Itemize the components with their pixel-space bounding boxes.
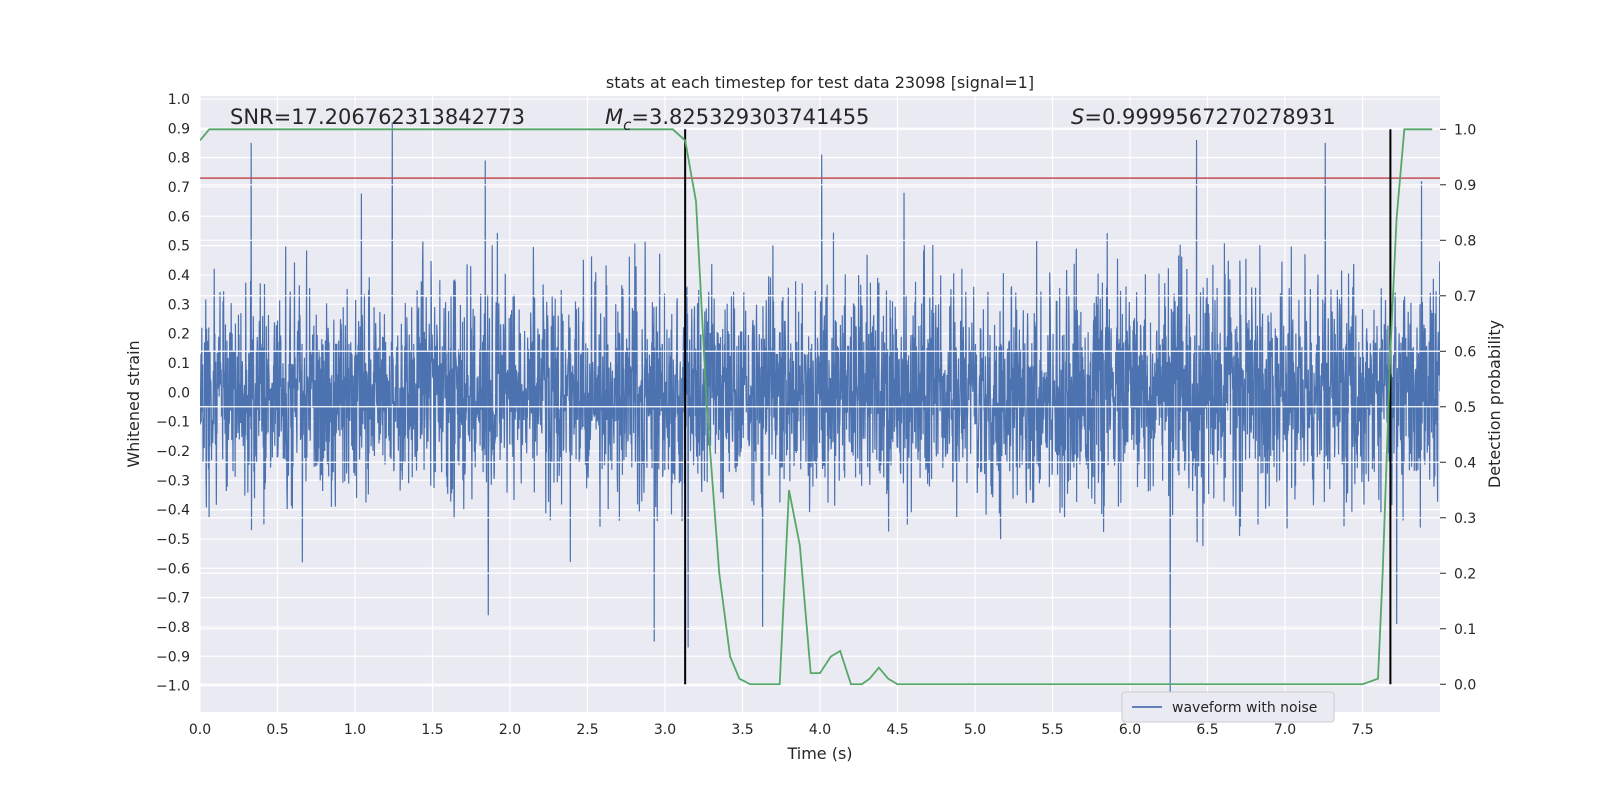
y-tick-label: 0.6	[168, 209, 190, 225]
y-tick-label: −0.7	[156, 591, 190, 607]
right-y-tick-label: 0.9	[1454, 178, 1476, 194]
x-tick-label: 5.0	[964, 722, 986, 738]
waveform-with-noise-series	[200, 122, 1440, 692]
right-y-tick-label: 0.0	[1454, 677, 1476, 693]
right-axis-gridlines	[200, 128, 1440, 685]
y-tick-label: −0.9	[156, 649, 190, 665]
right-y-axis-ticks: 1.0 0.9 0.8 0.7 0.6 0.5 0.4 0.3 0.2 0.1 0.0	[1440, 122, 1476, 693]
x-tick-label: 6.0	[1119, 722, 1141, 738]
right-y-tick-label: 0.5	[1454, 400, 1476, 416]
x-tick-label: 4.5	[886, 722, 908, 738]
x-axis-ticks: 0.0 0.5 1.0 1.5 2.0 2.5 3.0 3.5 4.0 4.5 5.0 5.5 6.0 6…	[189, 722, 1374, 738]
y-tick-label: 0.1	[168, 356, 190, 372]
y-tick-label: −1.0	[156, 679, 190, 695]
snr-annotation: SNR=17.206762313842773	[230, 105, 525, 129]
y-tick-label: 1.0	[168, 92, 190, 108]
x-tick-label: 6.5	[1196, 722, 1218, 738]
y-tick-label: 0.2	[168, 327, 190, 343]
y-axis-ticks: 1.0 0.9 0.8 0.7 0.6 0.5 0.4 0.3 0.2 0.1 0.0 −0.1 −0.…	[156, 92, 190, 695]
y-tick-label: 0.0	[168, 385, 190, 401]
right-y-tick-label: 0.1	[1454, 622, 1476, 638]
y-tick-label: 0.7	[168, 180, 190, 196]
y-axis-label: Whitened strain	[124, 340, 143, 467]
legend-waveform-label: waveform with noise	[1172, 700, 1317, 716]
chirp-mass-annotation: Mc=3.825329303741455	[605, 105, 869, 134]
y-tick-label: 0.8	[168, 151, 190, 167]
x-tick-label: 1.0	[344, 722, 366, 738]
x-tick-label: 2.5	[576, 722, 598, 738]
y-tick-label: −0.6	[156, 561, 190, 577]
x-tick-label: 0.0	[189, 722, 211, 738]
right-y-tick-label: 0.4	[1454, 455, 1476, 471]
right-y-tick-label: 0.6	[1454, 344, 1476, 360]
x-tick-label: 0.5	[266, 722, 288, 738]
detection-probability-series	[200, 128, 1433, 686]
x-tick-label: 7.0	[1274, 722, 1296, 738]
x-tick-label: 7.5	[1351, 722, 1373, 738]
mc-symbol: M	[605, 105, 623, 129]
x-tick-label: 2.0	[499, 722, 521, 738]
y-tick-label: −0.5	[156, 532, 190, 548]
y-tick-label: −0.1	[156, 415, 190, 431]
y-tick-label: −0.4	[156, 503, 190, 519]
x-tick-label: 5.5	[1041, 722, 1063, 738]
x-tick-label: 1.5	[421, 722, 443, 738]
mc-value: =3.825329303741455	[631, 105, 869, 129]
y-tick-label: −0.8	[156, 620, 190, 636]
y-tick-label: 0.5	[168, 239, 190, 255]
chart-title: stats at each timestep for test data 230…	[606, 73, 1034, 92]
s-value: =0.9999567270278931	[1084, 105, 1335, 129]
right-y-tick-label: 1.0	[1454, 122, 1476, 138]
right-y-tick-label: 0.2	[1454, 566, 1476, 582]
x-tick-label: 3.0	[654, 722, 676, 738]
y-tick-label: −0.2	[156, 444, 190, 460]
s-symbol: S	[1071, 105, 1084, 129]
right-y-axis-label: Detection probability	[1485, 320, 1504, 488]
y-tick-label: −0.3	[156, 473, 190, 489]
x-tick-label: 3.5	[731, 722, 753, 738]
right-y-tick-label: 0.8	[1454, 233, 1476, 249]
right-y-tick-label: 0.7	[1454, 289, 1476, 305]
y-tick-label: 0.3	[168, 297, 190, 313]
y-tick-label: 0.9	[168, 121, 190, 137]
right-y-tick-label: 0.3	[1454, 511, 1476, 527]
x-tick-label: 4.0	[809, 722, 831, 738]
mc-subscript: c	[623, 116, 632, 134]
s-annotation: S=0.9999567270278931	[1071, 105, 1336, 129]
y-tick-label: 0.4	[168, 268, 190, 284]
x-axis-label: Time (s)	[786, 744, 852, 763]
marker-vertical-lines	[684, 129, 1392, 685]
legend-box	[1121, 691, 1335, 723]
legend: waveform with noise	[1121, 691, 1335, 723]
